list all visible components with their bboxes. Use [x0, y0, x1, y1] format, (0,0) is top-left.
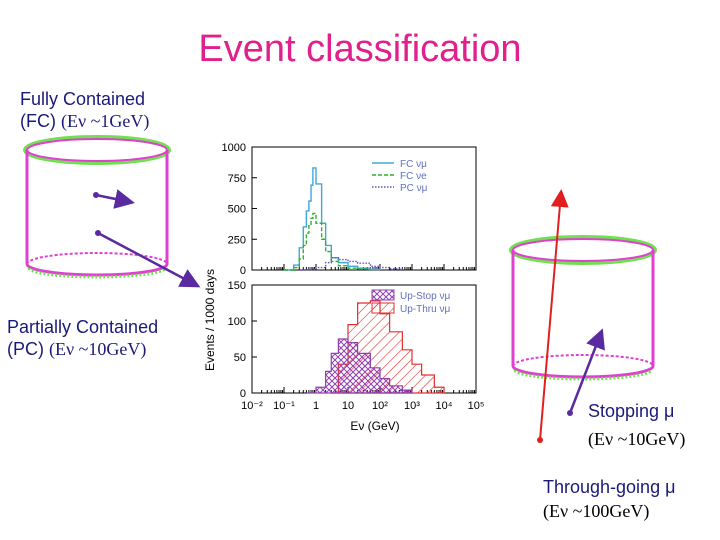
upper-frame — [251, 146, 477, 271]
fc-energy: (Eν ~1GeV) — [61, 111, 150, 131]
x-tick-label: 10⁵ — [468, 400, 485, 412]
upper-legend-label: FC νe — [400, 171, 427, 182]
through-going-label-line1: Through-going μ — [543, 477, 676, 497]
fc-track-line — [95, 189, 135, 209]
upper-legend-label: PC νμ — [400, 183, 428, 194]
through-going-label: Through-going μ (Eν ~100GeV) — [543, 476, 675, 522]
right-detector — [509, 235, 657, 381]
lower-series-0 — [306, 338, 413, 394]
fc-label-abbrev: (FC) — [20, 111, 56, 131]
lower-panel: 150 100 50 0 Up-Stop νμ Up-Thru νμ 10⁻² 10⁻¹ 1 10… — [228, 280, 485, 412]
upper-series-0 — [284, 167, 381, 271]
x-tick-label: 10⁻¹ — [273, 400, 295, 412]
pc-energy: (Eν ~10GeV) — [49, 339, 147, 359]
upper-ytick-label: 500 — [228, 204, 246, 216]
upper-legend-label: FC νμ — [400, 159, 427, 170]
x-tick-label: 10³ — [404, 400, 420, 412]
x-tick-label: 10² — [372, 400, 388, 412]
x-tick-label: 10⁴ — [436, 400, 453, 412]
lower-ytick-label: 100 — [228, 316, 246, 328]
fc-label-line2: (FC) (Eν ~1GeV) — [20, 110, 149, 132]
left-detector-base-pmt — [27, 267, 167, 279]
right-detector-top-inner — [512, 238, 654, 262]
stopping-track — [567, 328, 605, 416]
x-tick-label: 1 — [313, 400, 319, 412]
stopping-energy: (Eν ~10GeV) — [588, 429, 686, 449]
upper-series-2 — [299, 257, 404, 271]
through-going-energy: (Eν ~100GeV) — [543, 501, 650, 521]
upper-series-1 — [284, 212, 372, 271]
pc-label: Partially Contained (PC) (Eν ~10GeV) — [7, 316, 158, 360]
lower-legend-label: Up-Thru νμ — [400, 304, 450, 315]
stopping-label: Stopping μ (Eν ~10GeV) — [588, 400, 685, 450]
x-tick-label: 10 — [342, 400, 354, 412]
upper-ytick-label: 250 — [228, 234, 246, 246]
page-title: Event classification — [198, 28, 522, 70]
left-detector-top-outer — [23, 135, 171, 165]
upper-ytick-label: 750 — [228, 173, 246, 185]
lower-legend-label: Up-Stop νμ — [400, 291, 450, 302]
lower-ytick-label: 150 — [228, 280, 246, 292]
lower-ytick-label: 50 — [234, 352, 246, 364]
left-detector-base-front — [25, 263, 169, 277]
pc-track — [95, 230, 201, 288]
fc-label: Fully Contained (FC) (Eν ~1GeV) — [20, 88, 149, 132]
pc-track-line — [97, 231, 201, 288]
fc-label-line1: Fully Contained — [20, 89, 146, 109]
pc-label-line2: (PC) (Eν ~10GeV) — [7, 338, 158, 360]
upper-ytick-label: 0 — [240, 265, 246, 277]
right-detector-top-outer — [509, 235, 657, 265]
x-axis-label: Eν (GeV) — [350, 419, 399, 433]
stopping-line — [568, 328, 605, 414]
y-axis-label: Events / 1000 days — [203, 269, 217, 371]
left-detector-top-inner — [26, 138, 168, 162]
pc-label-abbrev: (PC) — [7, 339, 44, 359]
through-going-line — [539, 189, 569, 441]
x-tick-label: 10⁻² — [241, 400, 263, 412]
stopping-label-line1: Stopping μ — [588, 401, 675, 421]
fc-track — [93, 189, 135, 209]
upper-ytick-label: 1000 — [222, 142, 246, 154]
lower-legend-swatch — [371, 289, 395, 301]
left-detector-base-back — [26, 252, 168, 265]
through-going-track — [537, 189, 569, 443]
lower-ytick-label: 0 — [240, 388, 246, 400]
lower-legend-swatch — [371, 302, 395, 314]
right-detector-base-back — [512, 354, 654, 367]
left-detector — [23, 135, 171, 279]
pc-label-line1: Partially Contained — [7, 317, 159, 337]
